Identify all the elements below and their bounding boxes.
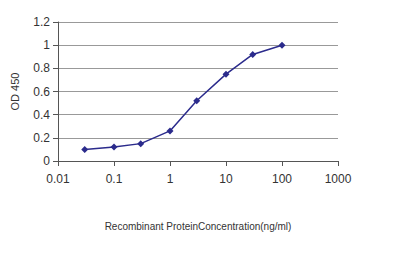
svg-text:1: 1 xyxy=(43,38,50,52)
svg-text:0.01: 0.01 xyxy=(46,172,70,186)
svg-text:OD 450: OD 450 xyxy=(9,73,21,111)
svg-text:0.1: 0.1 xyxy=(106,172,123,186)
svg-text:10: 10 xyxy=(219,172,233,186)
svg-text:1.2: 1.2 xyxy=(33,15,50,29)
svg-text:0.4: 0.4 xyxy=(33,108,50,122)
svg-text:0.8: 0.8 xyxy=(33,61,50,75)
svg-text:Recombinant ProteinConcentrati: Recombinant ProteinConcentration(ng/ml) xyxy=(105,221,292,232)
svg-text:1: 1 xyxy=(167,172,174,186)
svg-text:100: 100 xyxy=(272,172,292,186)
svg-text:0: 0 xyxy=(43,154,50,168)
svg-text:0.6: 0.6 xyxy=(33,85,50,99)
svg-text:1000: 1000 xyxy=(325,172,352,186)
svg-text:0.2: 0.2 xyxy=(33,131,50,145)
